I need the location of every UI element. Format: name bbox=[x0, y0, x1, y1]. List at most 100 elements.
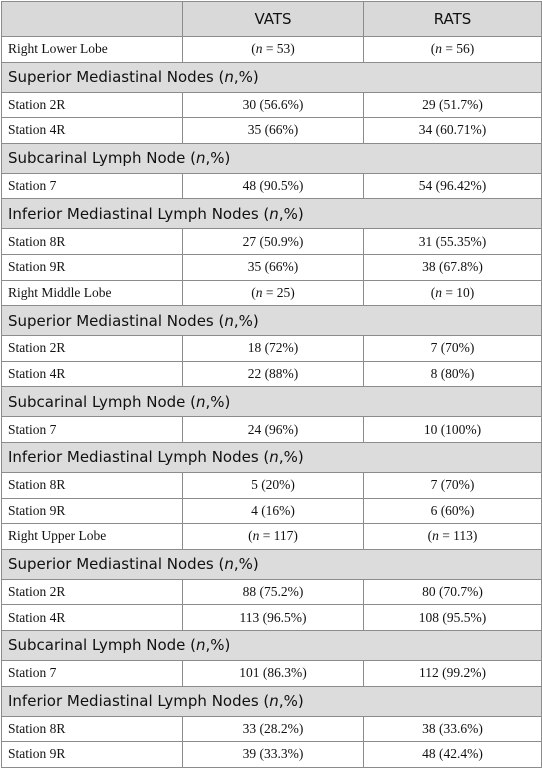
section-title: Subcarinal Lymph Node (n,%) bbox=[1, 386, 542, 418]
data-row: Station 9R 35 (66%) 38 (67.8%) bbox=[1, 253, 542, 281]
section-title: Subcarinal Lymph Node (n,%) bbox=[1, 142, 542, 174]
station-label: Station 9R bbox=[1, 741, 183, 768]
station-label: Station 7 bbox=[1, 659, 183, 687]
station-label: Station 4R bbox=[1, 604, 183, 631]
text-part: = 113) bbox=[438, 528, 478, 544]
lobe-count: (n = 53) bbox=[182, 36, 364, 63]
text-part: ,%) bbox=[278, 448, 304, 467]
value-cell: 48 (90.5%) bbox=[182, 172, 364, 200]
data-row: Station 8R 27 (50.9%) 31 (55.35%) bbox=[1, 228, 542, 255]
text-part: = 10) bbox=[441, 284, 475, 300]
section-row: Subcarinal Lymph Node (n,%) bbox=[1, 142, 542, 174]
text-part: n bbox=[196, 149, 206, 168]
value-cell: 38 (67.8%) bbox=[363, 253, 542, 281]
data-row: Station 2R 30 (56.6%) 29 (51.7%) bbox=[1, 91, 542, 119]
station-label: Station 8R bbox=[1, 471, 183, 499]
station-label: Station 4R bbox=[1, 360, 183, 388]
text-part: ( bbox=[427, 528, 433, 544]
text-part: Subcarinal Lymph Node ( bbox=[8, 149, 196, 168]
lobe-label: Right Upper Lobe bbox=[1, 523, 183, 550]
value-cell: 24 (96%) bbox=[182, 416, 364, 443]
section-title: Superior Mediastinal Nodes (n,%) bbox=[1, 61, 542, 93]
text-part: ( bbox=[251, 284, 256, 300]
value-cell: 5 (20%) bbox=[182, 471, 364, 499]
value-cell: 6 (60%) bbox=[363, 497, 542, 525]
text-part: n bbox=[224, 311, 234, 330]
section-row: Inferior Mediastinal Lymph Nodes (n,%) bbox=[1, 685, 542, 717]
data-row: Station 4R 35 (66%) 34 (60.71%) bbox=[1, 117, 542, 144]
text-part: Subcarinal Lymph Node ( bbox=[8, 636, 196, 655]
value-cell: 31 (55.35%) bbox=[363, 228, 542, 255]
header-cell bbox=[1, 1, 183, 37]
lobe-count: (n = 117) bbox=[182, 523, 364, 550]
header-cell: VATS bbox=[182, 1, 364, 37]
station-label: Station 7 bbox=[1, 416, 183, 443]
section-title: Subcarinal Lymph Node (n,%) bbox=[1, 629, 542, 661]
text-part: n bbox=[269, 448, 279, 467]
text-part: Superior Mediastinal Nodes ( bbox=[8, 311, 225, 330]
lobe-count: (n = 56) bbox=[363, 36, 542, 63]
data-row: Station 2R 18 (72%) 7 (70%) bbox=[1, 335, 542, 362]
station-label: Station 8R bbox=[1, 228, 183, 255]
data-row: Station 7 48 (90.5%) 54 (96.42%) bbox=[1, 172, 542, 200]
text-part: Inferior Mediastinal Lymph Nodes ( bbox=[8, 448, 270, 467]
header-row: VATS RATS bbox=[1, 1, 542, 37]
data-row: Station 8R 5 (20%) 7 (70%) bbox=[1, 471, 542, 499]
data-row: Station 2R 88 (75.2%) 80 (70.7%) bbox=[1, 578, 542, 606]
lobe-label: Right Middle Lobe bbox=[1, 279, 183, 307]
text-part: ( bbox=[430, 41, 436, 57]
value-cell: 80 (70.7%) bbox=[363, 578, 542, 606]
section-title: Superior Mediastinal Nodes (n,%) bbox=[1, 305, 542, 337]
header-cell: RATS bbox=[363, 1, 542, 37]
text-part: n bbox=[255, 284, 263, 300]
section-title: Inferior Mediastinal Lymph Nodes (n,%) bbox=[1, 685, 542, 717]
text-part: ,%) bbox=[205, 636, 231, 655]
value-cell: 35 (66%) bbox=[182, 253, 364, 281]
section-title: Superior Mediastinal Nodes (n,%) bbox=[1, 548, 542, 580]
data-row: Station 9R 39 (33.3%) 48 (42.4%) bbox=[1, 741, 542, 768]
text-part: n bbox=[435, 41, 442, 57]
value-cell: 22 (88%) bbox=[182, 360, 364, 388]
section-row: Superior Mediastinal Nodes (n,%) bbox=[1, 548, 542, 580]
text-part: ,%) bbox=[278, 204, 304, 223]
section-title: Inferior Mediastinal Lymph Nodes (n,%) bbox=[1, 441, 542, 473]
data-row: Station 4R 113 (96.5%) 108 (95.5%) bbox=[1, 604, 542, 631]
text-part: n bbox=[224, 555, 234, 574]
text-part: = 53) bbox=[262, 41, 295, 57]
section-title: Inferior Mediastinal Lymph Nodes (n,%) bbox=[1, 198, 542, 230]
value-cell: 108 (95.5%) bbox=[363, 604, 542, 631]
value-cell: 88 (75.2%) bbox=[182, 578, 364, 606]
value-cell: 113 (96.5%) bbox=[182, 604, 364, 631]
data-row: Station 8R 33 (28.2%) 38 (33.6%) bbox=[1, 715, 542, 743]
section-row: Superior Mediastinal Nodes (n,%) bbox=[1, 61, 542, 93]
value-cell: 7 (70%) bbox=[363, 335, 542, 362]
section-row: Superior Mediastinal Nodes (n,%) bbox=[1, 305, 542, 337]
section-row: Inferior Mediastinal Lymph Nodes (n,%) bbox=[1, 441, 542, 473]
lobe-row: Right Middle Lobe (n = 25) (n = 10) bbox=[1, 279, 542, 307]
text-part: = 25) bbox=[262, 284, 295, 300]
lobe-row: Right Upper Lobe (n = 117) (n = 113) bbox=[1, 523, 542, 550]
value-cell: 18 (72%) bbox=[182, 335, 364, 362]
value-cell: 112 (99.2%) bbox=[363, 659, 542, 687]
table-body: Right Lower Lobe (n = 53) (n = 56) Superior… bbox=[1, 36, 542, 768]
data-row: Station 9R 4 (16%) 6 (60%) bbox=[1, 497, 542, 525]
station-label: Station 9R bbox=[1, 253, 183, 281]
station-label: Station 7 bbox=[1, 172, 183, 200]
text-part: Inferior Mediastinal Lymph Nodes ( bbox=[8, 692, 270, 710]
text-part: ( bbox=[248, 528, 253, 544]
lobe-count: (n = 25) bbox=[182, 279, 364, 307]
value-cell: 34 (60.71%) bbox=[363, 117, 542, 144]
value-cell: 30 (56.6%) bbox=[182, 91, 364, 119]
text-part: ,%) bbox=[233, 555, 259, 574]
value-cell: 10 (100%) bbox=[363, 416, 542, 443]
value-cell: 35 (66%) bbox=[182, 117, 364, 144]
station-label: Station 2R bbox=[1, 335, 183, 362]
text-part: ,%) bbox=[205, 392, 231, 411]
value-cell: 8 (80%) bbox=[363, 360, 542, 388]
text-part: Inferior Mediastinal Lymph Nodes ( bbox=[8, 204, 270, 223]
text-part: n bbox=[196, 392, 206, 411]
value-cell: 27 (50.9%) bbox=[182, 228, 364, 255]
value-cell: 54 (96.42%) bbox=[363, 172, 542, 200]
value-cell: 39 (33.3%) bbox=[182, 741, 364, 768]
